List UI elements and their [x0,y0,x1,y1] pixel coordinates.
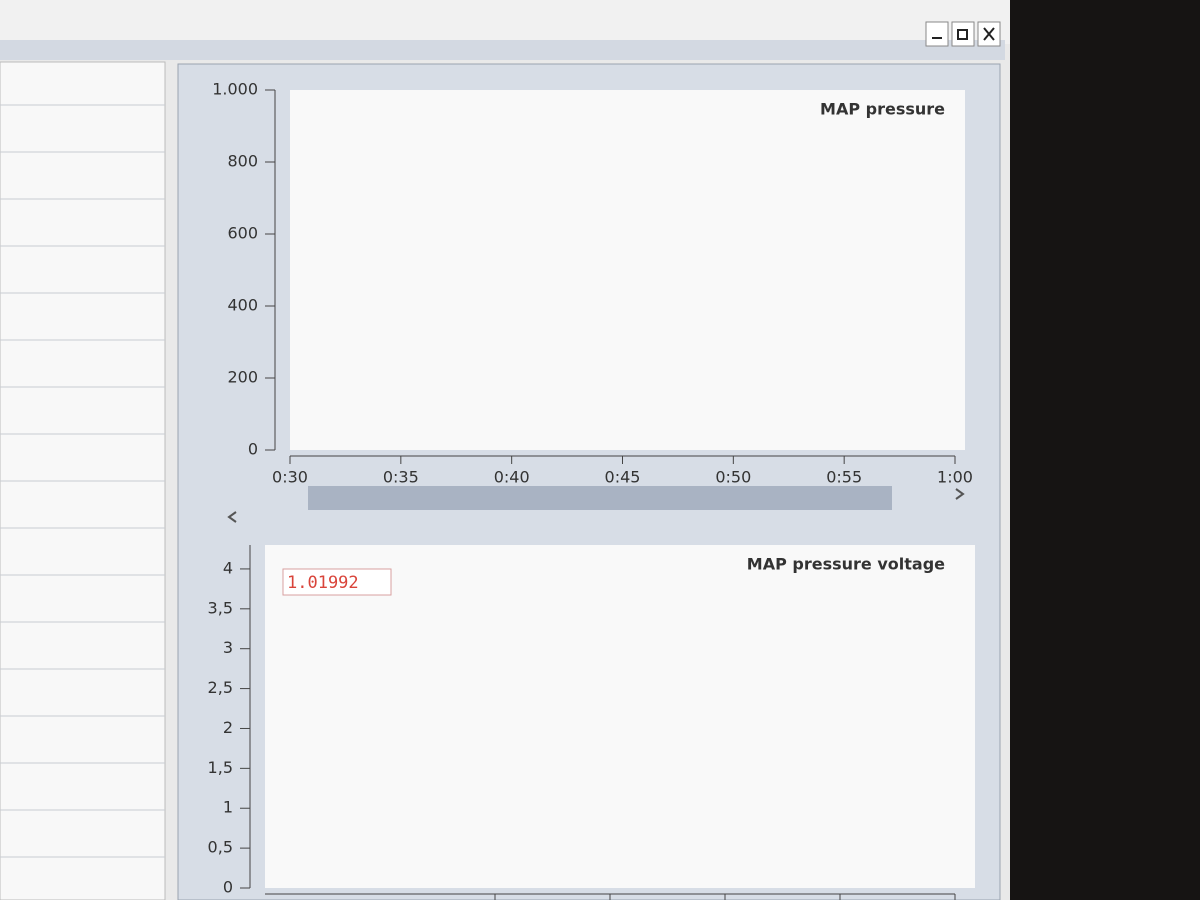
window-buttons[interactable] [925,21,1001,47]
chart-title: MAP pressure voltage [747,555,945,574]
plot-area [265,545,975,888]
bezel [1010,0,1200,900]
chart-title: MAP pressure [820,100,945,119]
x-tick-label: 0:35 [383,468,419,487]
y-tick-label: 2,5 [208,678,233,697]
minimize-button[interactable] [925,21,949,47]
y-tick-label: 200 [227,368,258,387]
scrollbar-thumb[interactable] [308,486,892,510]
y-tick-label: 1 [223,798,233,817]
close-icon [983,27,995,41]
y-tick-label: 800 [227,152,258,171]
y-tick-label: 1,5 [208,758,233,777]
y-tick-label: 0 [248,440,258,459]
x-tick-label: 0:30 [272,468,308,487]
y-tick-label: 4 [223,558,233,577]
title-bar [0,0,1010,44]
y-tick-label: 2 [223,718,233,737]
plot-area [290,90,965,450]
y-tick-label: 1.000 [212,80,258,99]
y-tick-label: 3 [223,638,233,657]
y-tick-label: 3,5 [208,598,233,617]
x-tick-label: 0:55 [826,468,862,487]
restore-button[interactable] [951,21,975,47]
value-readout: 1.01992 [287,573,359,593]
scroll-right[interactable] [955,488,965,500]
y-tick-label: 0,5 [208,838,233,857]
x-tick-label: 1:00 [937,468,973,487]
y-tick-label: 600 [227,224,258,243]
side-rows [0,104,165,858]
y-tick-label: 0 [223,878,233,897]
toolbar-strip [0,40,1005,60]
x-tick-label: 0:45 [605,468,641,487]
x-tick-label: 0:50 [715,468,751,487]
y-tick-label: 400 [227,296,258,315]
restore-icon [957,29,968,40]
scroll-left[interactable] [227,511,237,523]
value-readout-box [282,568,392,596]
x-tick-label: 0:40 [494,468,530,487]
